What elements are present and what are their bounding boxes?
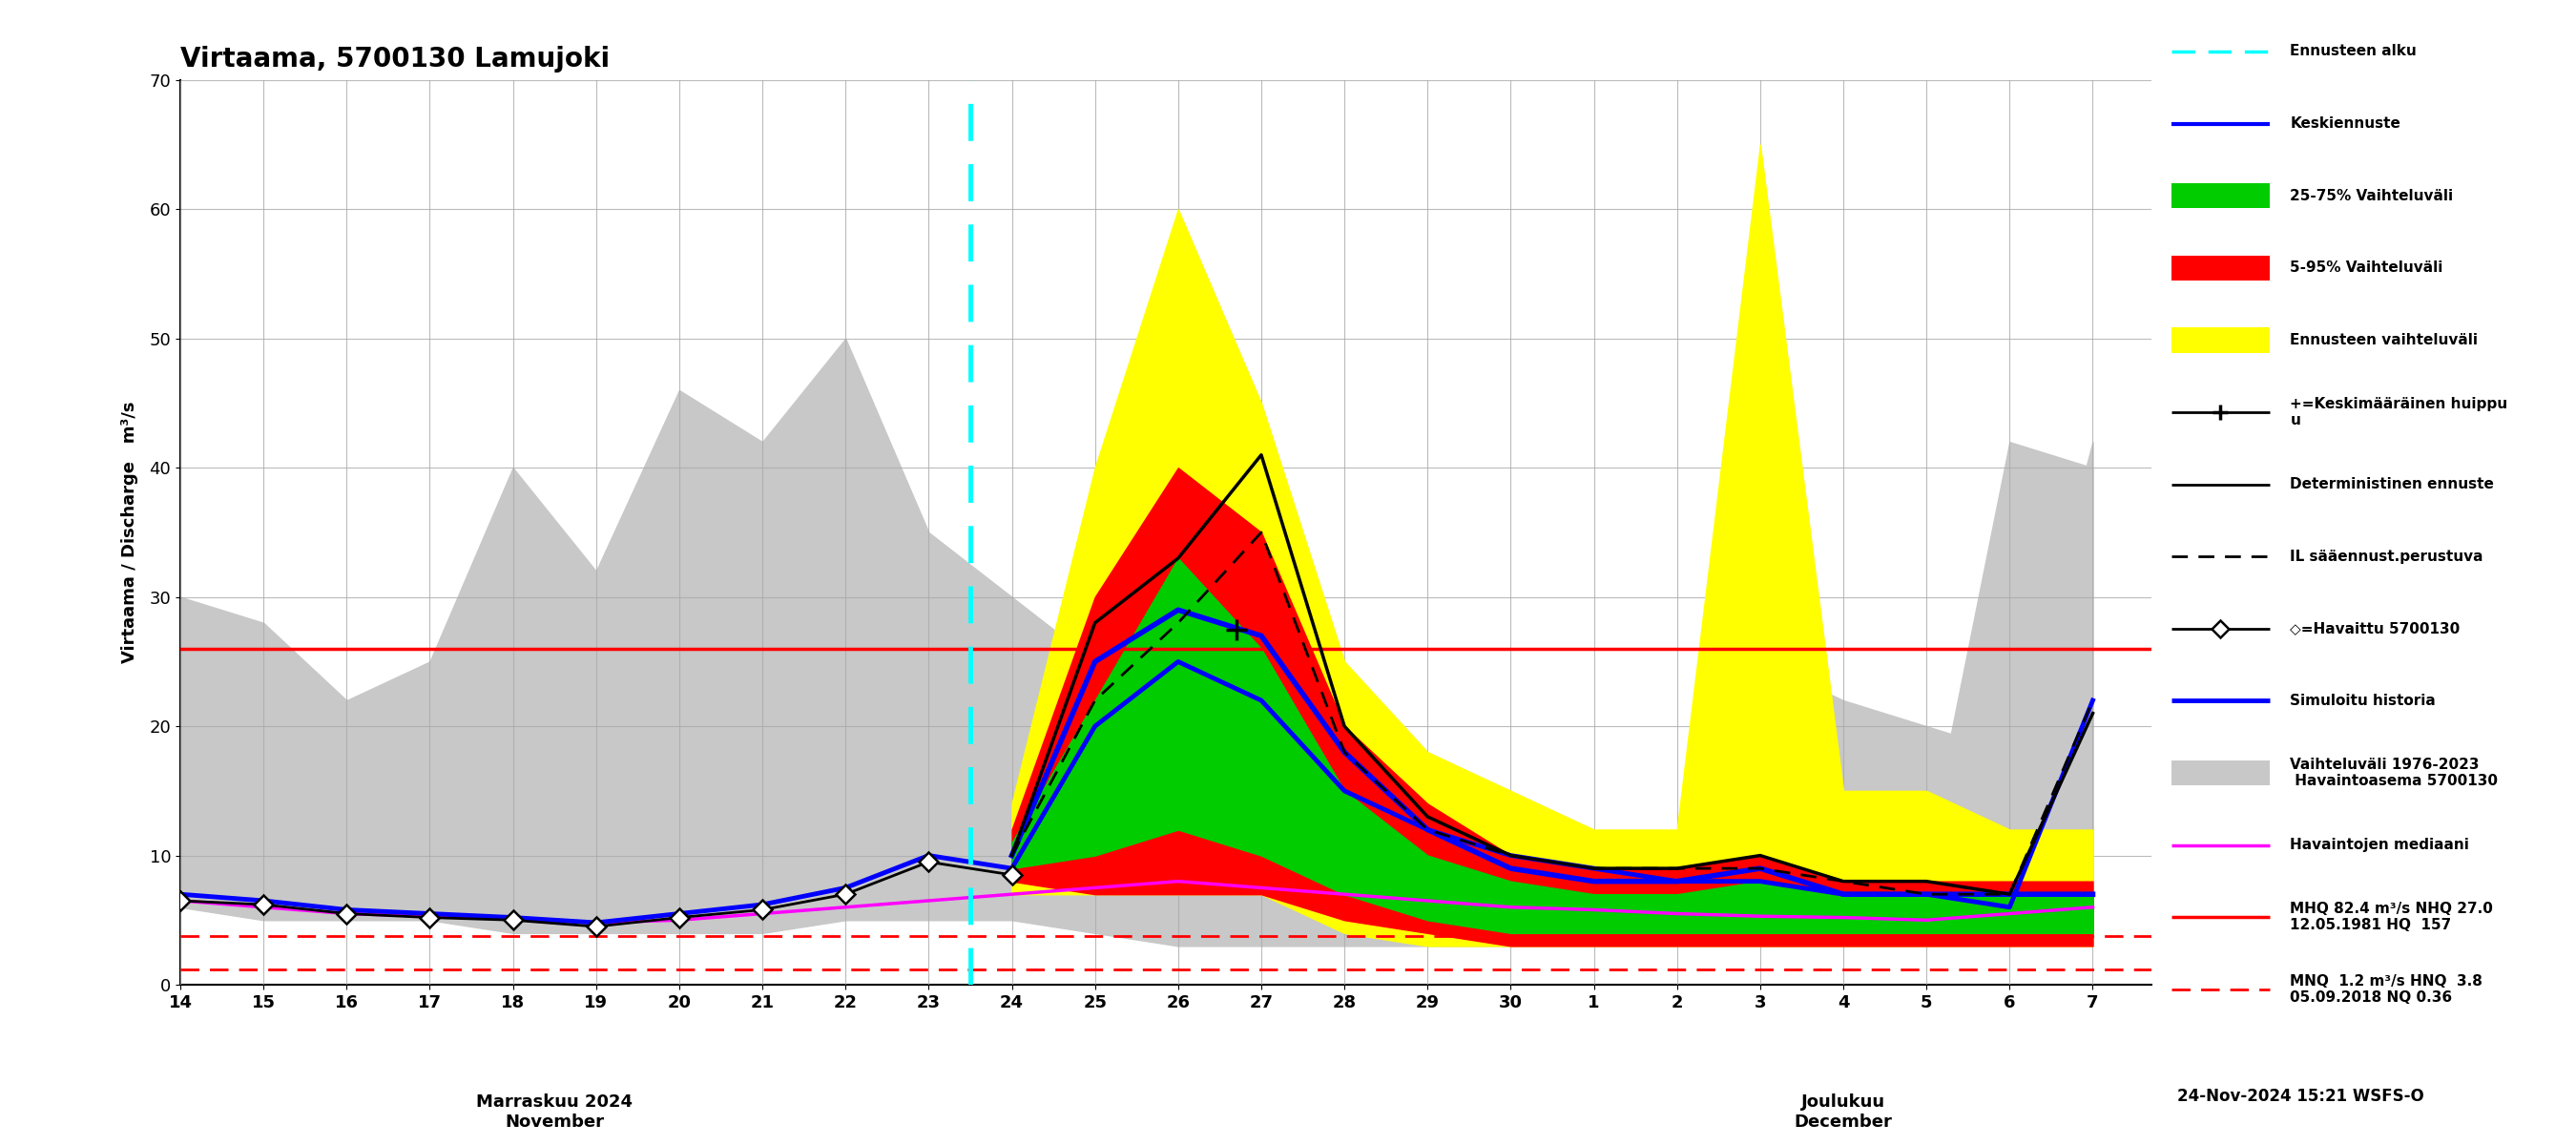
Text: Ennusteen alku: Ennusteen alku xyxy=(2290,45,2416,58)
Text: MHQ 82.4 m³/s NHQ 27.0
12.05.1981 HQ  157: MHQ 82.4 m³/s NHQ 27.0 12.05.1981 HQ 157 xyxy=(2290,901,2494,932)
Text: 5-95% Vaihteluväli: 5-95% Vaihteluväli xyxy=(2290,261,2442,275)
Text: Keskiennuste: Keskiennuste xyxy=(2290,117,2401,131)
Text: Havaintojen mediaani: Havaintojen mediaani xyxy=(2290,838,2470,852)
Text: Ennusteen vaihteluväli: Ennusteen vaihteluväli xyxy=(2290,333,2478,347)
Text: 25-75% Vaihteluväli: 25-75% Vaihteluväli xyxy=(2290,189,2452,203)
Text: Virtaama, 5700130 Lamujoki: Virtaama, 5700130 Lamujoki xyxy=(180,46,611,72)
Text: +=Keskimääräinen huippu
u: +=Keskimääräinen huippu u xyxy=(2290,396,2506,427)
Text: 24-Nov-2024 15:21 WSFS-O: 24-Nov-2024 15:21 WSFS-O xyxy=(2177,1088,2424,1105)
Text: Simuloitu historia: Simuloitu historia xyxy=(2290,694,2437,708)
Text: ◇=Havaittu 5700130: ◇=Havaittu 5700130 xyxy=(2290,622,2460,635)
Text: Vaihteluväli 1976-2023
 Havaintoasema 5700130: Vaihteluväli 1976-2023 Havaintoasema 570… xyxy=(2290,757,2499,788)
Text: Marraskuu 2024
November: Marraskuu 2024 November xyxy=(477,1093,634,1130)
Text: Joulukuu
December: Joulukuu December xyxy=(1795,1093,1893,1130)
Text: Deterministinen ennuste: Deterministinen ennuste xyxy=(2290,477,2494,491)
Y-axis label: Virtaama / Discharge   m³/s: Virtaama / Discharge m³/s xyxy=(121,402,139,663)
Text: MNQ  1.2 m³/s HNQ  3.8
05.09.2018 NQ 0.36: MNQ 1.2 m³/s HNQ 3.8 05.09.2018 NQ 0.36 xyxy=(2290,973,2483,1004)
Text: IL sääennust.perustuva: IL sääennust.perustuva xyxy=(2290,550,2483,563)
